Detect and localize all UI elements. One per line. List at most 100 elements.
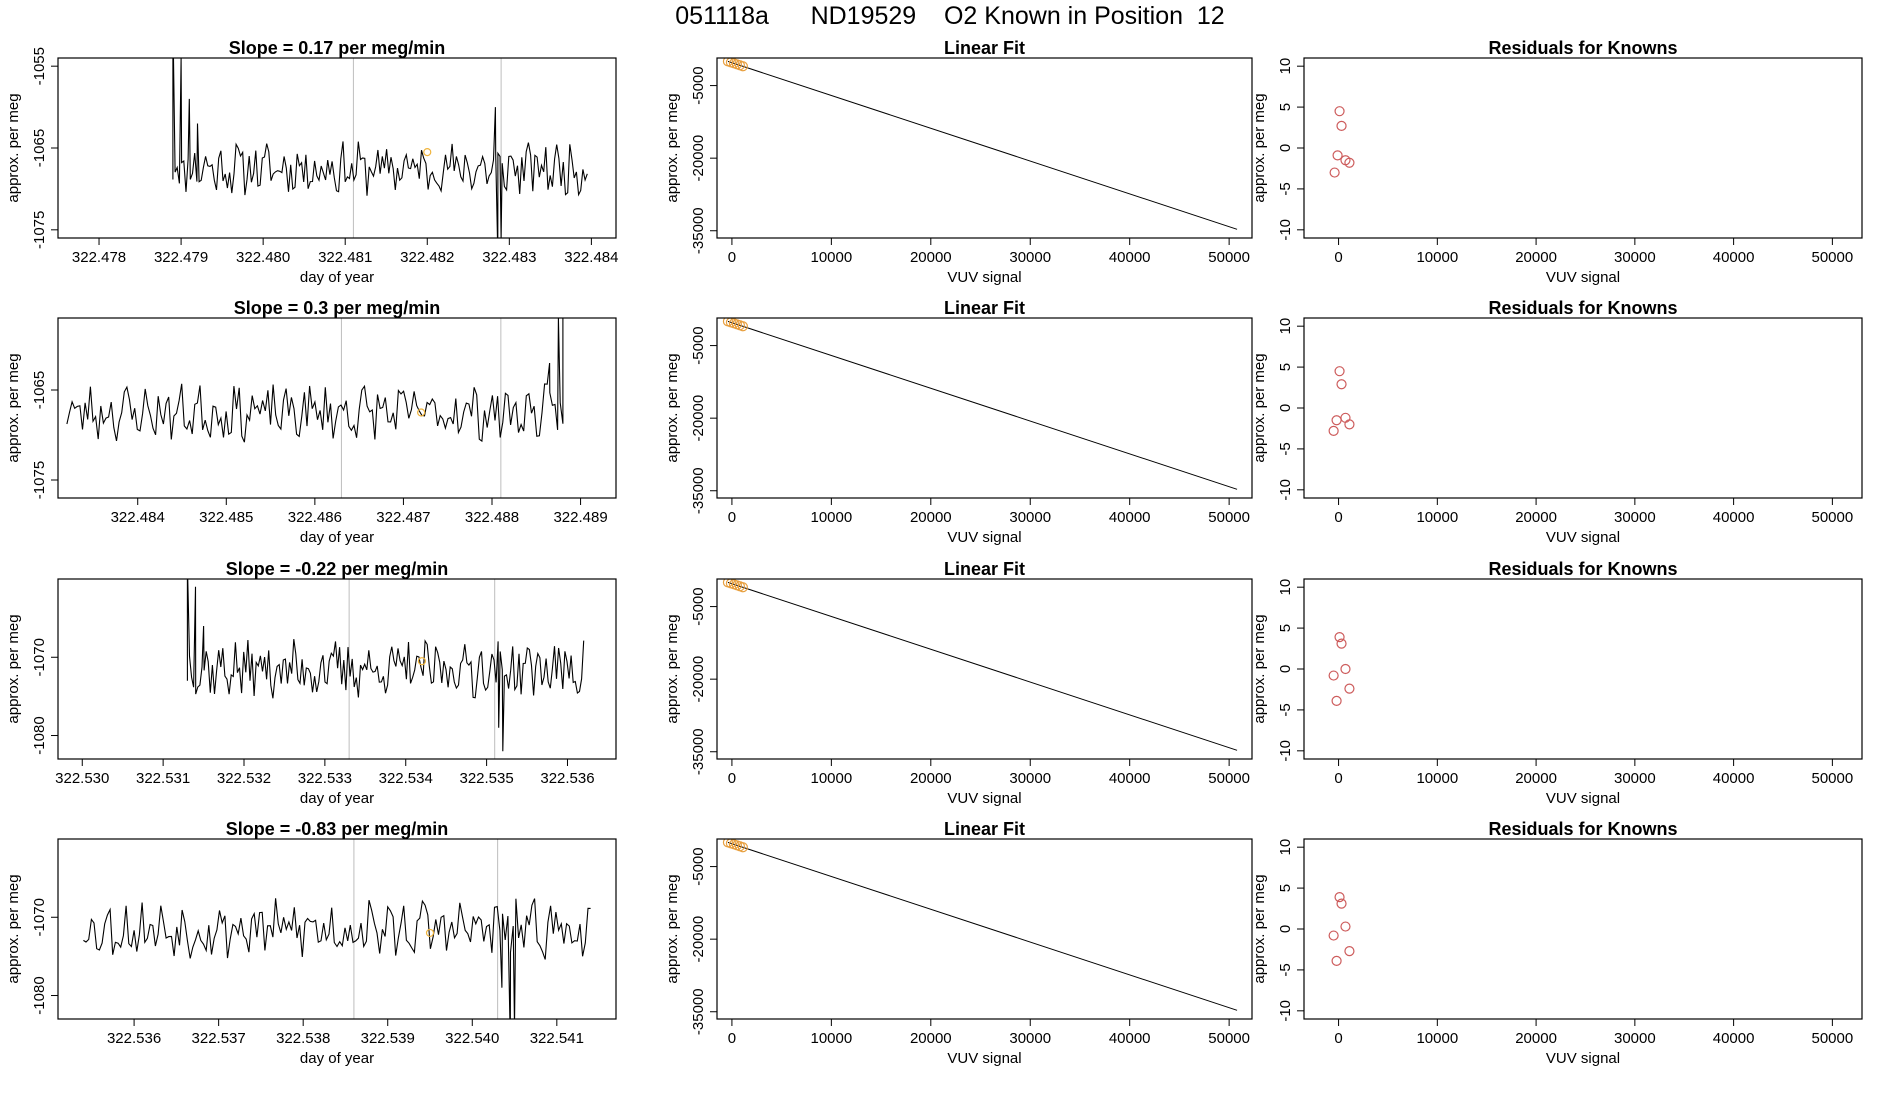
data-point <box>1334 106 1345 117</box>
data-trace <box>83 898 591 1019</box>
y-tick-label: -35000 <box>690 728 707 775</box>
x-tick-label: 0 <box>728 509 736 526</box>
x-tick-label: 50000 <box>1208 509 1250 526</box>
x-tick-label: 10000 <box>1416 770 1458 787</box>
x-axis-label: VUV signal <box>1546 269 1620 286</box>
data-point <box>1344 157 1355 168</box>
x-tick-label: 322.478 <box>72 249 126 266</box>
x-tick-label: 322.540 <box>445 1030 499 1047</box>
chart-panel: Linear Fit 0 10000 20000 30000 40000 50000 -500… <box>664 298 1253 546</box>
x-tick-label: 0 <box>1334 1030 1342 1047</box>
y-tick-label: -1070 <box>31 638 48 676</box>
plot-frame <box>716 838 1253 1020</box>
x-tick-label: 10000 <box>810 770 852 787</box>
plot-frame <box>716 578 1253 760</box>
x-tick-label: 322.530 <box>55 770 109 787</box>
y-axis-label: approx. per meg <box>5 874 22 983</box>
y-tick-label: -5000 <box>690 66 707 104</box>
x-tick-label: 30000 <box>1009 770 1051 787</box>
data-point <box>1331 955 1342 967</box>
y-axis-label: approx. per meg <box>1251 353 1268 462</box>
x-axis-label: VUV signal <box>1546 1050 1620 1067</box>
x-tick-label: 30000 <box>1009 1030 1051 1047</box>
chart-panel: Residuals for Knowns 0 10000 20000 30000 4000… <box>1251 559 1863 807</box>
plot-frame <box>1303 317 1863 499</box>
data-point <box>1328 425 1339 437</box>
y-tick-label: 5 <box>1277 363 1294 371</box>
x-axis-label: day of year <box>300 269 374 286</box>
chart-panel: Slope = 0.3 per meg/min 322.484 322.485 322… <box>5 298 617 546</box>
chart-title: Slope = -0.22 per meg/min <box>226 559 449 579</box>
x-tick-label: 20000 <box>910 770 952 787</box>
y-tick-label: -10 <box>1277 1000 1294 1022</box>
x-tick-label: 30000 <box>1614 770 1656 787</box>
chart-title: Residuals for Knowns <box>1488 819 1677 839</box>
x-tick-label: 322.485 <box>199 509 253 526</box>
x-tick-label: 322.538 <box>276 1030 330 1047</box>
y-tick-label: -1065 <box>31 129 48 167</box>
y-tick-label: -5 <box>1277 963 1294 976</box>
x-axis-label: day of year <box>300 790 374 807</box>
y-tick-label: -1055 <box>31 47 48 85</box>
x-axis-label: VUV signal <box>947 790 1021 807</box>
y-tick-label: -5000 <box>690 326 707 364</box>
y-tick-label: -1065 <box>31 371 48 409</box>
x-tick-label: 0 <box>728 770 736 787</box>
x-tick-label: 30000 <box>1614 509 1656 526</box>
y-tick-label: 5 <box>1277 624 1294 632</box>
x-tick-label: 10000 <box>810 509 852 526</box>
x-tick-label: 40000 <box>1713 249 1755 266</box>
data-point <box>737 321 748 332</box>
y-tick-label: -5000 <box>690 587 707 625</box>
chart-title: Residuals for Knowns <box>1488 559 1677 579</box>
y-axis-label: approx. per meg <box>664 93 681 202</box>
x-tick-label: 50000 <box>1812 770 1854 787</box>
x-tick-label: 50000 <box>1812 1030 1854 1047</box>
chart-panel: Residuals for Knowns 0 10000 20000 30000 4000… <box>1251 819 1863 1067</box>
y-tick-label: -1080 <box>31 716 48 754</box>
plot-area <box>172 58 588 238</box>
y-tick-label: -10 <box>1277 740 1294 762</box>
plot-area <box>722 839 1238 1011</box>
x-tick-label: 322.537 <box>192 1030 246 1047</box>
plot-frame <box>57 838 617 1020</box>
x-tick-label: 322.535 <box>459 770 513 787</box>
y-tick-label: 10 <box>1277 839 1294 856</box>
y-tick-label: -20000 <box>690 916 707 963</box>
data-point <box>1344 945 1355 957</box>
x-tick-label: 322.536 <box>107 1030 161 1047</box>
y-axis-label: approx. per meg <box>664 353 681 462</box>
data-point <box>737 61 748 72</box>
y-tick-label: 0 <box>1277 925 1294 933</box>
x-tick-label: 30000 <box>1614 1030 1656 1047</box>
x-tick-label: 322.481 <box>318 249 372 266</box>
chart-panel: Linear Fit 0 10000 20000 30000 40000 50000 -500… <box>664 819 1253 1067</box>
data-point <box>1336 379 1347 390</box>
plot-frame <box>57 578 617 760</box>
y-tick-label: -20000 <box>690 135 707 182</box>
plot-area <box>722 58 1238 230</box>
plot-frame <box>57 57 617 239</box>
y-axis-label: approx. per meg <box>1251 874 1268 983</box>
y-tick-label: -1070 <box>31 898 48 936</box>
plot-area <box>1328 891 1355 967</box>
plot-area <box>83 839 591 1019</box>
x-axis-label: VUV signal <box>947 529 1021 546</box>
known-marker <box>423 147 432 157</box>
x-tick-label: 50000 <box>1208 1030 1250 1047</box>
x-tick-label: 50000 <box>1208 249 1250 266</box>
chart-panel: Residuals for Knowns 0 10000 20000 30000 4000… <box>1251 38 1863 286</box>
data-point <box>1340 921 1351 932</box>
x-tick-label: 322.532 <box>217 770 271 787</box>
data-point <box>1328 930 1339 941</box>
y-tick-label: 0 <box>1277 404 1294 412</box>
plot-frame <box>1303 838 1863 1020</box>
x-tick-label: 20000 <box>1515 770 1557 787</box>
y-tick-label: -5 <box>1277 442 1294 455</box>
y-axis-label: approx. per meg <box>1251 93 1268 202</box>
chart-panel: Slope = 0.17 per meg/min 322.478 322.479 32… <box>5 38 618 286</box>
x-tick-label: 30000 <box>1614 249 1656 266</box>
x-tick-label: 20000 <box>1515 1030 1557 1047</box>
data-point <box>737 582 748 593</box>
